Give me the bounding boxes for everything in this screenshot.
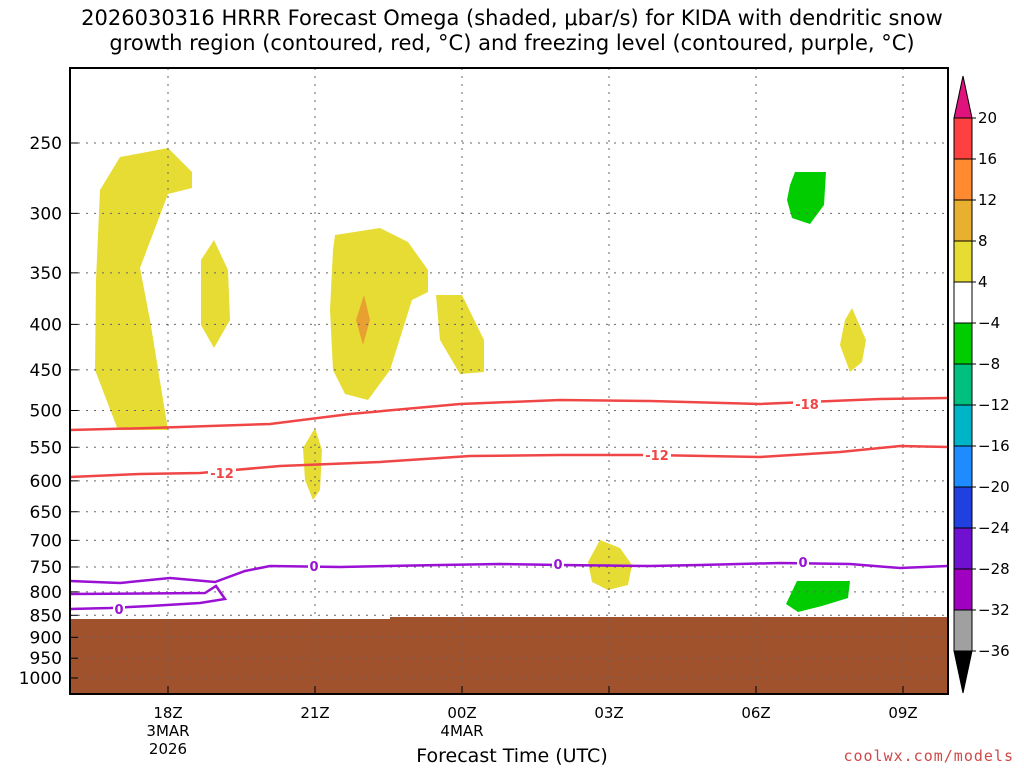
y-tick-label: 800 bbox=[30, 583, 62, 603]
colorbar-swatch bbox=[953, 322, 973, 365]
freezing-label-1-bg bbox=[308, 560, 320, 574]
x-tick-label: 09Z bbox=[888, 704, 917, 722]
x-tick-date: 4MAR bbox=[440, 722, 483, 740]
freezing-label-2-bg bbox=[552, 558, 564, 572]
y-tick-label: 700 bbox=[30, 531, 62, 551]
colorbar-label: −16 bbox=[978, 437, 1010, 455]
chart-title-line1: 2026030316 HRRR Forecast Omega (shaded, … bbox=[81, 6, 943, 30]
colorbar-swatch bbox=[953, 117, 973, 160]
y-axis: 2503003504004505005506006507007508008509… bbox=[19, 134, 78, 689]
ground-below-surface bbox=[70, 617, 948, 694]
colorbar-label: 20 bbox=[978, 109, 997, 127]
omega-area-green-1 bbox=[787, 172, 826, 224]
y-tick-label: 300 bbox=[30, 204, 62, 224]
colorbar-swatch bbox=[953, 609, 973, 652]
colorbar-swatch bbox=[953, 199, 973, 242]
x-tick-label: 00Z bbox=[447, 704, 476, 722]
freezing-label-2: 0 bbox=[553, 558, 562, 573]
chart-title: 2026030316 HRRR Forecast Omega (shaded, … bbox=[0, 6, 1024, 56]
freezing-label-3-bg bbox=[797, 556, 809, 570]
colorbar-swatch bbox=[953, 281, 973, 324]
dgz-label-lower-1-bg bbox=[208, 466, 236, 480]
colorbar-label: −20 bbox=[978, 478, 1010, 496]
x-tick-label: 03Z bbox=[594, 704, 623, 722]
y-tick-label: 1000 bbox=[19, 669, 62, 689]
dgz-label-upper: -18 bbox=[795, 398, 819, 413]
y-tick-label: 650 bbox=[30, 503, 62, 523]
dgz-label-lower-2: -12 bbox=[645, 449, 669, 464]
freezing-label-4: 0 bbox=[114, 603, 123, 618]
colorbar-swatch bbox=[953, 240, 973, 283]
dgz-contour-lower bbox=[69, 444, 949, 479]
colorbar-label: −36 bbox=[978, 642, 1010, 660]
x-tick-year: 2026 bbox=[149, 740, 187, 758]
colorbar-swatch bbox=[953, 527, 973, 570]
colorbar-label: −28 bbox=[978, 560, 1010, 578]
omega-area-yellow-1 bbox=[95, 148, 192, 430]
omega-area-orange-1 bbox=[356, 295, 370, 345]
colorbar-label: 8 bbox=[978, 232, 988, 250]
gridlines bbox=[70, 68, 948, 694]
colorbar-swatch bbox=[953, 445, 973, 488]
freezing-contour-main bbox=[69, 561, 949, 585]
freezing-label-1: 0 bbox=[309, 560, 318, 575]
y-tick-label: 900 bbox=[30, 628, 62, 648]
y-tick-label: 750 bbox=[30, 558, 62, 578]
omega-shading bbox=[95, 148, 866, 612]
plot-frame bbox=[69, 67, 949, 695]
colorbar-swatch bbox=[953, 568, 973, 611]
colorbar-label: −24 bbox=[978, 519, 1010, 537]
x-tick-label: 18Z bbox=[153, 704, 182, 722]
y-tick-label: 950 bbox=[30, 649, 62, 669]
dgz-label-lower-2-bg bbox=[643, 448, 671, 462]
colorbar-label: 12 bbox=[978, 191, 997, 209]
colorbar-label: −32 bbox=[978, 601, 1010, 619]
colorbar-top-arrow bbox=[953, 75, 973, 119]
x-tick-date: 3MAR bbox=[146, 722, 189, 740]
x-tick-label: 21Z bbox=[300, 704, 329, 722]
colorbar-swatch bbox=[953, 158, 973, 201]
freezing-label-4-bg bbox=[113, 603, 125, 617]
colorbar-label: −8 bbox=[978, 355, 1000, 373]
colorbar-label: −4 bbox=[978, 314, 1000, 332]
colorbar-label: −12 bbox=[978, 396, 1010, 414]
y-tick-label: 450 bbox=[30, 361, 62, 381]
omega-area-green-2 bbox=[786, 581, 850, 612]
dgz-label-lower-1: -12 bbox=[210, 467, 234, 482]
colorbar: 20 16 12 8 4 −4 −8 −12 −16 −20 −24 −28 −32 −36 bbox=[953, 75, 1010, 694]
colorbar-swatch bbox=[953, 404, 973, 447]
y-tick-label: 350 bbox=[30, 264, 62, 284]
y-tick-label: 550 bbox=[30, 438, 62, 458]
colorbar-swatch bbox=[953, 363, 973, 406]
colorbar-label: 4 bbox=[978, 273, 988, 291]
y-tick-label: 600 bbox=[30, 472, 62, 492]
colorbar-label: 16 bbox=[978, 150, 997, 168]
omega-area-yellow-3 bbox=[330, 228, 428, 400]
contour-labels: -18 -12 -12 0 0 0 0 bbox=[113, 397, 821, 618]
x-axis-title: Forecast Time (UTC) bbox=[416, 745, 608, 767]
colorbar-bottom-arrow bbox=[953, 650, 973, 694]
credit-link[interactable]: coolwx.com/models bbox=[843, 747, 1014, 765]
x-tick-label: 06Z bbox=[741, 704, 770, 722]
y-tick-label: 250 bbox=[30, 134, 62, 154]
dgz-label-upper-bg bbox=[793, 397, 821, 411]
chart-title-line2: growth region (contoured, red, °C) and f… bbox=[109, 31, 915, 55]
omega-area-yellow-4 bbox=[436, 295, 484, 374]
y-tick-label: 500 bbox=[30, 402, 62, 422]
y-tick-label: 400 bbox=[30, 315, 62, 335]
freezing-label-3: 0 bbox=[798, 556, 807, 571]
y-tick-label: 850 bbox=[30, 606, 62, 626]
omega-area-yellow-2 bbox=[201, 240, 230, 348]
colorbar-swatch bbox=[953, 486, 973, 529]
